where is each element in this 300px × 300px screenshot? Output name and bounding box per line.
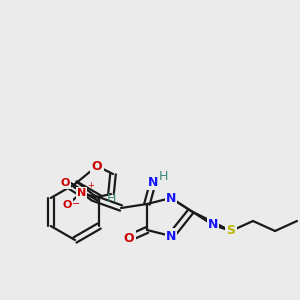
Text: N: N [166,191,176,205]
Text: N: N [148,176,158,188]
Text: O: O [63,200,72,210]
Text: S: S [226,224,236,238]
Text: O: O [92,160,102,172]
Text: H: H [158,170,168,184]
Text: O: O [61,178,70,188]
Text: −: − [72,199,80,209]
Text: +: + [87,181,94,190]
Text: N: N [76,188,86,198]
Text: N: N [166,230,176,242]
Text: H: H [106,191,116,205]
Text: O: O [124,232,134,244]
Text: N: N [208,218,218,232]
